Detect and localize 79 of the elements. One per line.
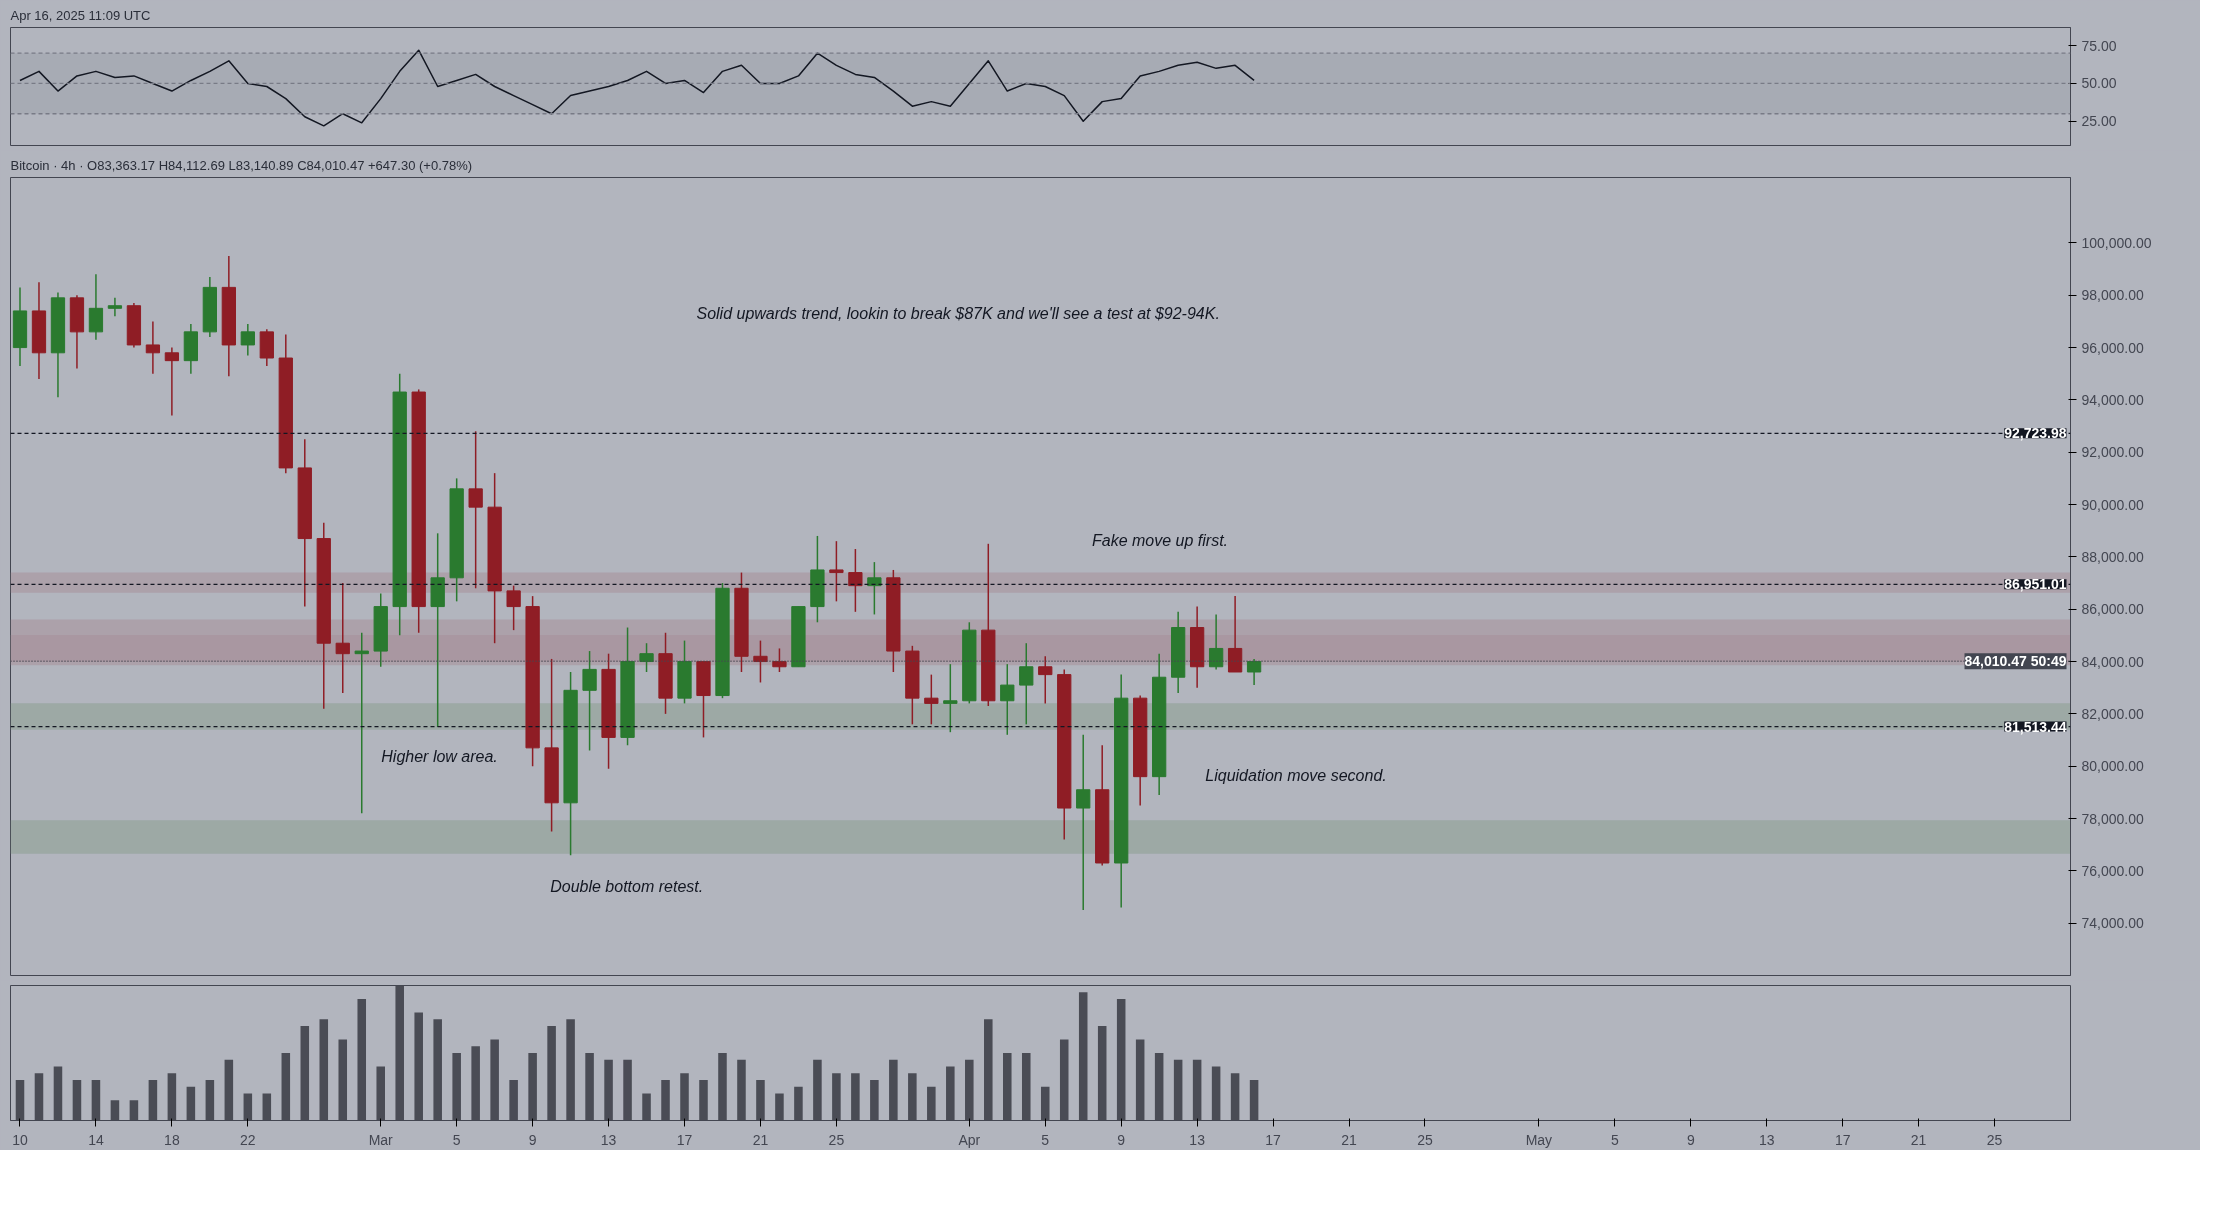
x-tick-label: May (1525, 1131, 1553, 1148)
candlestick (107, 297, 123, 317)
y-tick-label: 98,000.00 (2081, 287, 2144, 304)
candlestick (1038, 655, 1053, 705)
x-tick-label: 18 (164, 1131, 180, 1148)
x-tick-label: Mar (368, 1131, 394, 1148)
y-tick-label: 96,000.00 (2081, 339, 2144, 356)
annotation: Higher low area. (381, 747, 498, 765)
y-tick-label: 86,000.00 (2081, 601, 2144, 618)
ref-line-label: 81,513.44 (2004, 718, 2067, 735)
x-tick-label: 21 (1910, 1131, 1927, 1148)
x-tick-label: 5 (1041, 1131, 1050, 1148)
y-tick-label: 94,000.00 (2081, 391, 2144, 408)
y-tick-label: 82,000.00 (2081, 705, 2144, 722)
y-tick-label: 80,000.00 (2081, 758, 2144, 775)
candlestick (240, 323, 255, 357)
ref-line-label: 84,010.47 50:49 (1964, 653, 2067, 670)
y-tick-label: 74,000.00 (2081, 915, 2144, 932)
y-tick-label: 84,000.00 (2081, 653, 2144, 670)
ref-line-label: 86,951.01 (2004, 576, 2067, 593)
x-tick-label: 17 (1265, 1131, 1282, 1148)
x-tick-label: 17 (1834, 1131, 1851, 1148)
y-tick-label: 100,000.00 (2081, 234, 2152, 251)
candlestick (924, 673, 939, 726)
candlestick (829, 540, 844, 603)
chart-title: Bitcoin · 4h · O83,363.17 H84,112.69 L83,140.89 C84,010.47 +647.30 (+0.78%) (10, 157, 473, 173)
chart-subtitle: Apr 16, 2025 11:09 UTC (10, 7, 151, 23)
candlestick (943, 663, 958, 733)
candlestick (354, 632, 369, 815)
x-tick-label: 25 (1417, 1131, 1433, 1148)
candlestick (639, 642, 654, 673)
candlestick (582, 650, 597, 752)
x-tick-label: 5 (452, 1131, 461, 1148)
x-tick-label: 14 (88, 1131, 104, 1148)
y-tick-label: 78,000.00 (2081, 810, 2144, 827)
x-tick-label: 17 (676, 1131, 693, 1148)
candlestick (468, 430, 483, 590)
candlestick (335, 582, 350, 694)
ref-line-label: 92,723.98 (2004, 425, 2067, 442)
x-tick-label: 9 (528, 1131, 537, 1148)
candlestick (1000, 663, 1015, 736)
candlestick (1227, 595, 1243, 673)
y-tick-label: 88,000.00 (2081, 548, 2144, 565)
y-tick-label: 90,000.00 (2081, 496, 2144, 513)
x-tick-label: 13 (600, 1131, 617, 1148)
candlestick (753, 639, 768, 684)
x-tick-label: 5 (1610, 1131, 1619, 1148)
candlestick (1019, 642, 1034, 726)
candlestick (145, 320, 161, 375)
annotation: Double bottom retest. (550, 878, 704, 896)
candlestick (772, 647, 787, 673)
candlestick (164, 346, 180, 417)
y-tick-label: 25.00 (2081, 113, 2117, 130)
candlestick (867, 561, 882, 616)
candlestick (1208, 613, 1224, 671)
x-tick-label: 21 (752, 1131, 769, 1148)
annotation: Solid upwards trend, lookin to break $87K and we'll see a test at $92-94K. (696, 304, 1220, 322)
y-tick-label: 50.00 (2081, 75, 2117, 92)
x-tick-label: 13 (1189, 1131, 1206, 1148)
y-tick-label: 75.00 (2081, 37, 2117, 54)
candlestick (848, 548, 863, 613)
annotation: Fake move up first. (1092, 531, 1229, 549)
x-tick-label: Apr (958, 1131, 981, 1148)
x-tick-label: 21 (1341, 1131, 1358, 1148)
x-tick-label: 10 (12, 1131, 28, 1148)
candlestick (1076, 734, 1091, 911)
candlestick (1246, 658, 1262, 686)
x-tick-label: 9 (1117, 1131, 1126, 1148)
y-tick-label: 92,000.00 (2081, 444, 2144, 461)
x-tick-label: 25 (1986, 1131, 2003, 1148)
candlestick (506, 584, 521, 631)
candlestick (88, 273, 104, 341)
line-series (19, 49, 1255, 127)
y-tick-label: 76,000.00 (2081, 862, 2144, 879)
annotation: Liquidation move second. (1205, 766, 1387, 784)
x-tick-label: 13 (1758, 1131, 1775, 1148)
x-tick-label: 22 (240, 1131, 256, 1148)
x-tick-label: 25 (828, 1131, 845, 1148)
x-tick-label: 9 (1686, 1131, 1695, 1148)
